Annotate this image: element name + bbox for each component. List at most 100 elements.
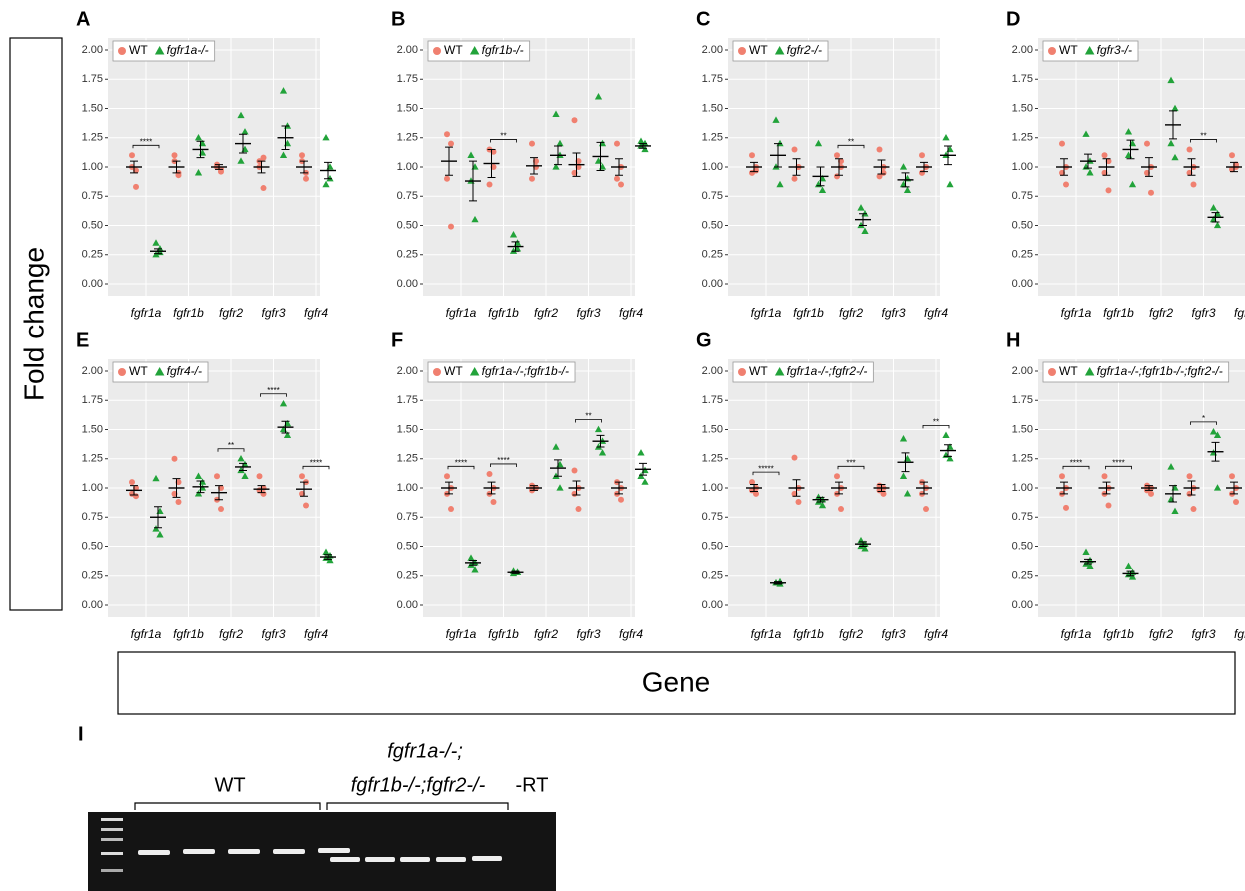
y-label-box [9,37,63,611]
y-tick-label: 0.50 [397,219,418,231]
significance-label: ** [1200,132,1206,141]
data-point [444,131,450,138]
data-point [509,231,518,238]
x-tick-label: fgfr1a [751,627,782,641]
legend-marker [738,47,746,55]
y-tick-label: 0.25 [397,570,418,582]
data-point [942,451,950,458]
data-point [618,496,624,503]
x-tick-label: fgfr3 [881,627,905,641]
x-tick-label: fgfr1b [1103,306,1134,320]
x-tick-label: fgfr1b [1103,627,1134,641]
data-point [791,146,798,153]
legend-marker [154,367,165,376]
y-tick-label: 1.75 [397,394,418,406]
data-point [876,146,883,153]
y-tick-label: 0.25 [1012,249,1033,261]
data-point [753,490,759,497]
data-point [818,501,827,509]
panel: C 0.00 0.25 0.50 0.75 1.00 1.25 1.50 1.75 2.00 fgf… [696,8,956,320]
legend-label: fgfr3-/- [1097,43,1132,57]
data-point [880,490,887,497]
y-tick-label: 0.75 [1012,190,1033,202]
y-axis-label: Fold change [18,247,49,401]
y-tick-label: 1.50 [82,102,103,114]
data-point [1171,153,1179,161]
legend-label: WT [749,43,768,57]
y-tick-label: 1.75 [82,394,103,406]
panel-label: H [1006,329,1020,351]
significance-bracket [1062,465,1090,470]
legend-box [732,361,874,383]
data-point [326,163,334,170]
y-tick-label: 2.00 [702,44,723,56]
data-point [556,484,564,491]
data-point [279,87,288,94]
legend-label: fgfr1b-/- [482,43,524,57]
gel-group-label: fgfr1b-/-;fgfr2-/- [351,774,486,796]
data-point [237,111,245,119]
panel: A 0.00 0.25 0.50 0.75 1.00 1.25 1.50 1.75 2.00 fgf… [76,8,336,320]
data-point [303,502,309,509]
y-tick-label: 0.75 [702,511,723,523]
panel-label: D [1006,8,1020,30]
data-point [152,239,160,246]
data-point [814,498,823,505]
legend: WT fgfr2-/- [732,40,829,62]
legend: WT fgfr1a-/-;fgfr2-/- [732,361,874,383]
data-point [571,117,578,124]
x-tick-label: fgfr1a [131,627,162,641]
y-tick-label: 0.00 [82,278,103,290]
legend-label: WT [444,364,463,378]
y-tick-label: 0.75 [82,190,103,202]
significance-label: **** [140,137,152,146]
x-tick-label: fgfr4 [1234,627,1245,641]
y-tick-label: 0.50 [702,540,723,552]
x-tick-label: fgfr2 [839,306,863,320]
legend-marker [118,368,126,376]
x-tick-label: fgfr2 [1149,627,1173,641]
data-point [772,116,780,123]
y-tick-label: 1.25 [702,132,723,144]
x-axis-label: Gene [642,666,711,697]
legend-marker [1084,367,1095,376]
x-tick-label: fgfr1b [173,627,204,641]
data-point [618,181,624,188]
y-tick-label: 0.75 [397,511,418,523]
significance-bracket [490,463,517,467]
significance-bracket [217,448,245,452]
data-point [129,479,135,486]
data-point [1186,473,1193,480]
y-tick-label: 0.50 [1012,219,1033,231]
y-tick-label: 0.75 [1012,511,1033,523]
y-tick-label: 1.75 [702,394,723,406]
data-point [1101,152,1108,159]
x-tick-label: fgfr4 [924,627,948,641]
data-point [814,139,823,147]
data-point [237,454,245,462]
y-tick-label: 0.00 [1012,599,1033,611]
data-point [776,180,784,188]
data-point [919,152,925,159]
x-tick-label: fgfr4 [1234,306,1245,320]
y-tick-label: 0.75 [702,190,723,202]
data-point [571,467,578,474]
x-tick-label: fgfr1a [446,627,477,641]
data-point [156,531,164,538]
legend-box [427,40,531,62]
data-point [237,466,245,474]
data-point [594,93,603,100]
significance-bracket [752,471,780,476]
legend-marker [774,46,785,55]
y-tick-label: 1.25 [702,453,723,465]
y-tick-label: 1.25 [1012,453,1033,465]
legend-marker [1048,368,1056,376]
data-point [467,561,475,568]
data-point [861,227,869,235]
data-point [133,183,139,190]
data-point [322,180,330,188]
x-tick-label: fgfr1a [446,306,477,320]
y-tick-label: 0.00 [702,599,723,611]
data-point [598,449,607,456]
legend-marker [1048,47,1056,55]
